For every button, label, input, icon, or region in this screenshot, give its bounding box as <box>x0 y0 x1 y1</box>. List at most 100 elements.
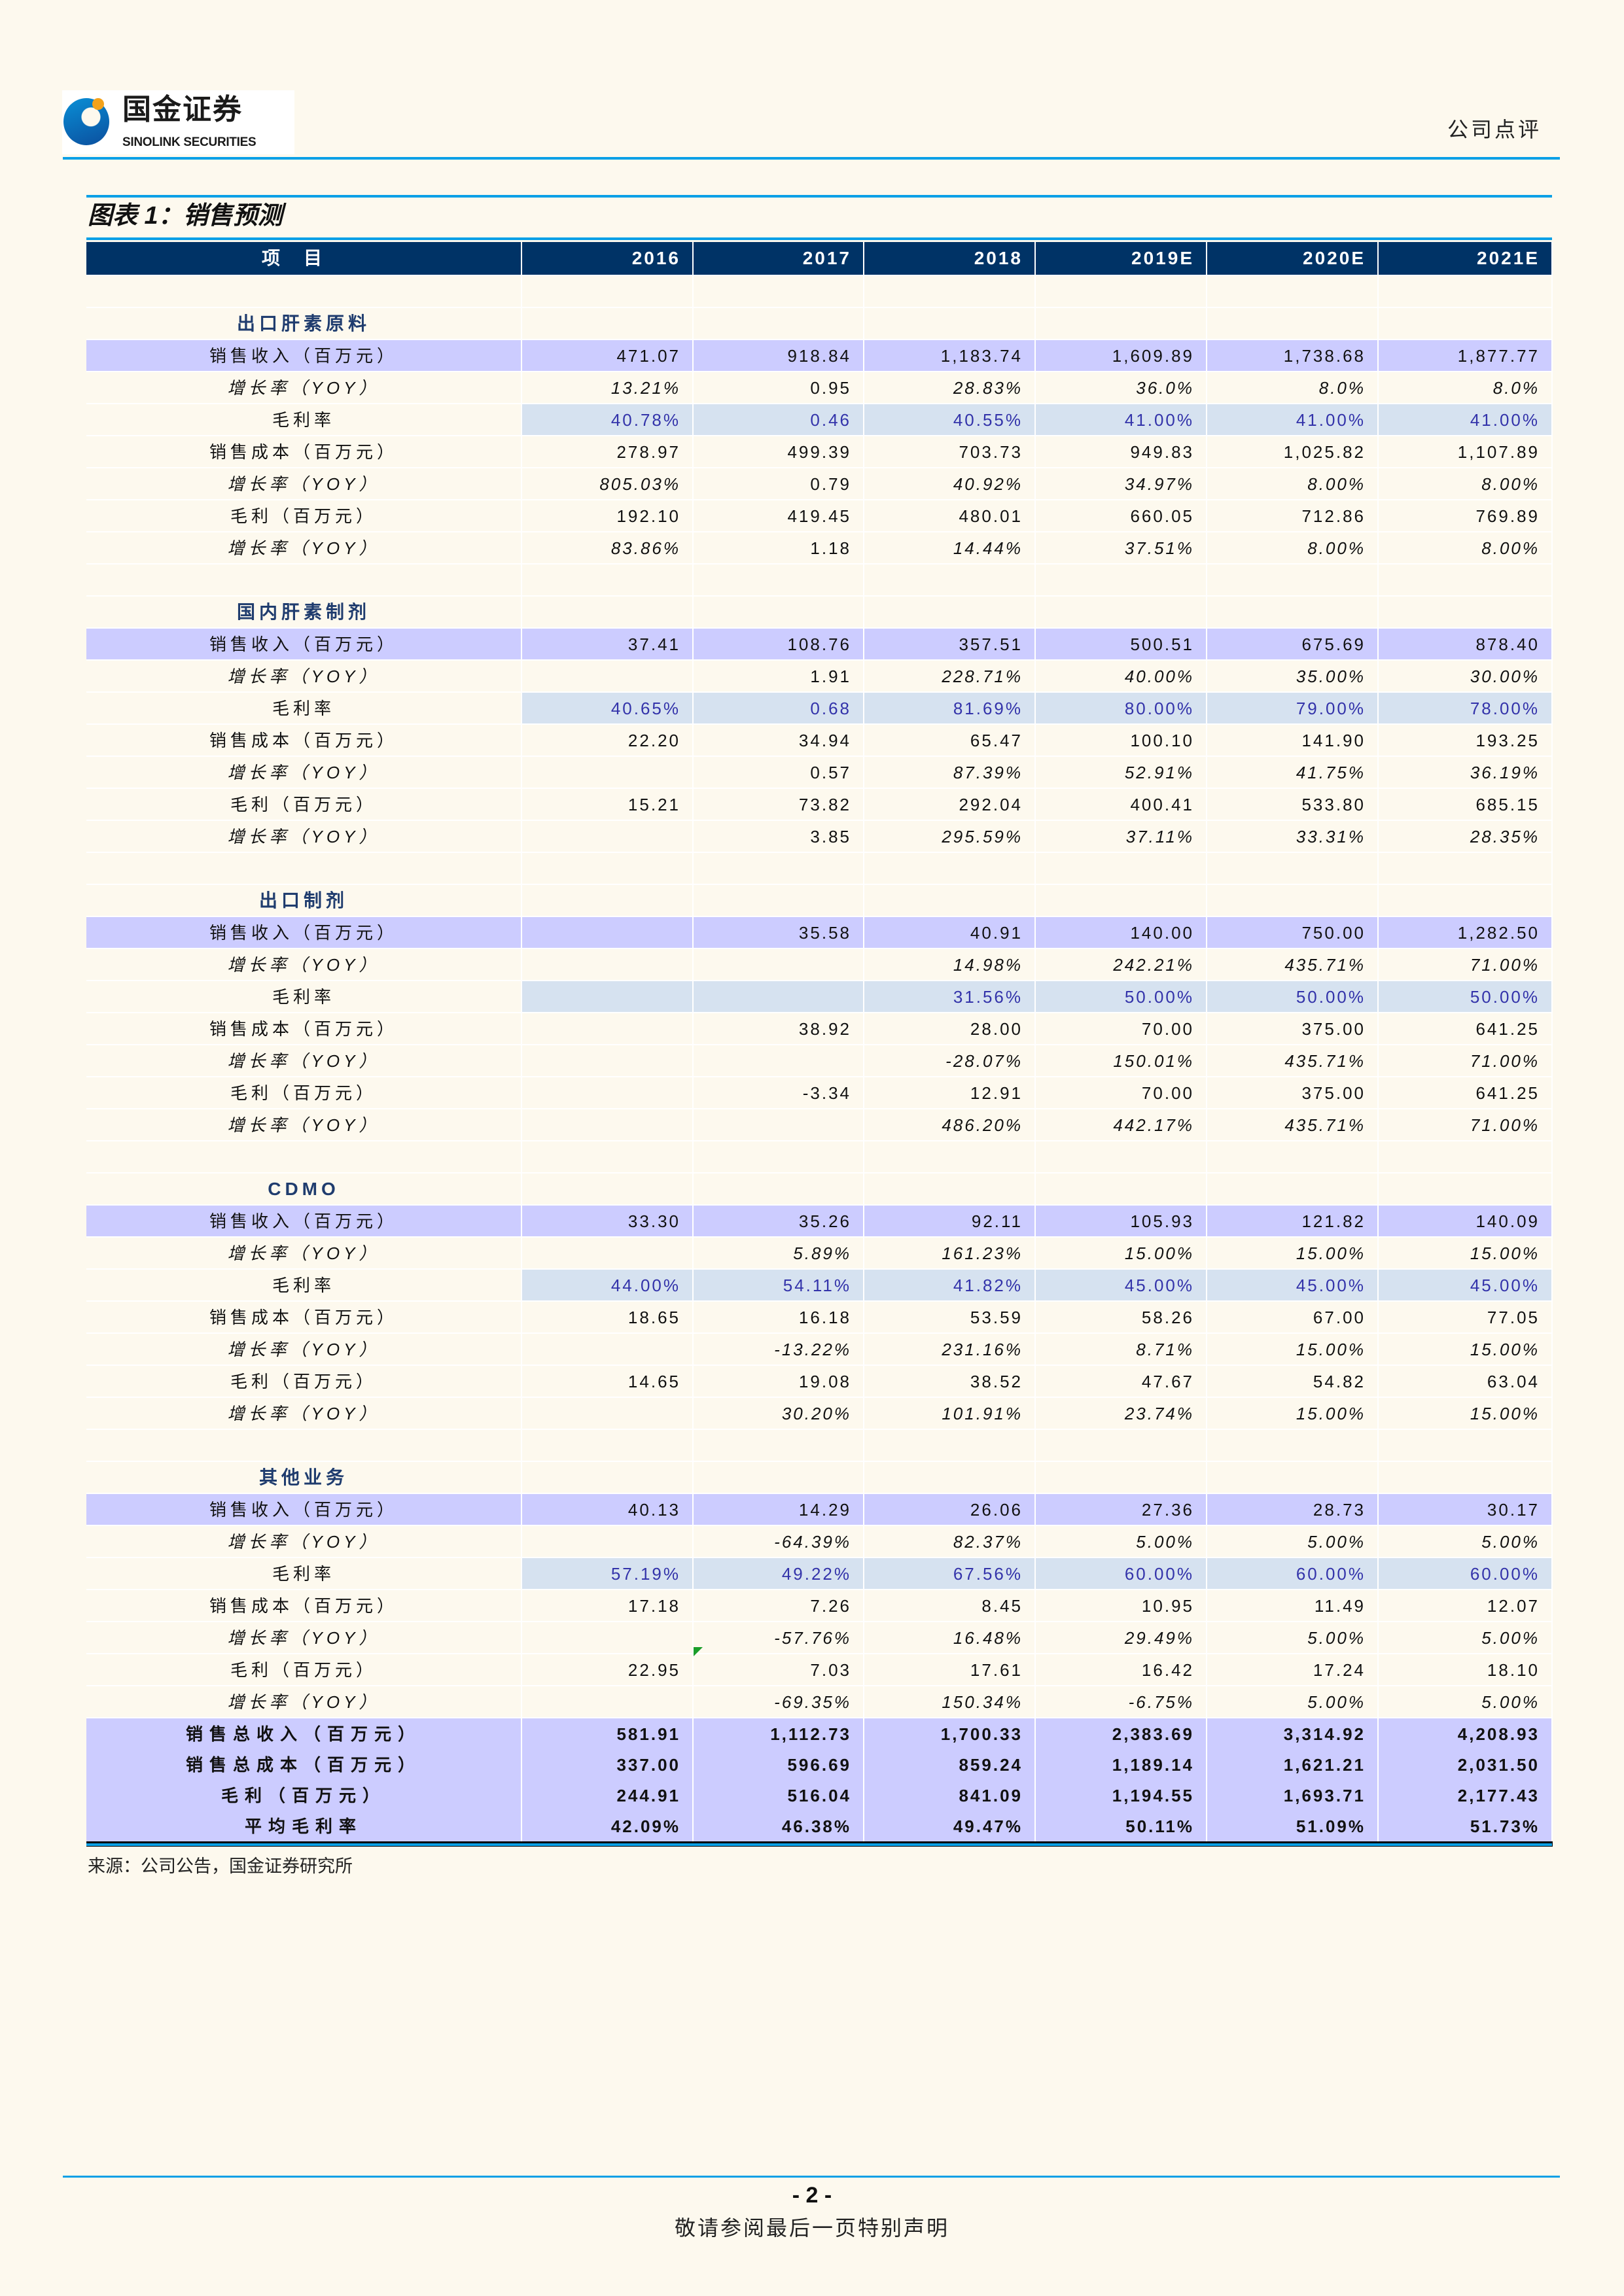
empty-cell <box>1378 1141 1553 1174</box>
empty-cell <box>86 564 522 597</box>
value-cell <box>1035 1461 1207 1494</box>
value-cell: 121.82 <box>1207 1205 1379 1238</box>
value-cell: 5.00% <box>1378 1686 1553 1718</box>
value-cell: 660.05 <box>1035 500 1207 532</box>
value-cell: 8.45 <box>864 1590 1036 1622</box>
value-cell: 3,314.92 <box>1207 1718 1379 1749</box>
value-cell: 108.76 <box>693 628 864 661</box>
section-heading-row: 国内肝素制剂 <box>86 596 1553 629</box>
row-label: 销售收入（百万元） <box>86 1205 522 1238</box>
value-cell: 46.38% <box>693 1811 864 1847</box>
table-row: 销售收入（百万元） 40.13 14.29 26.06 27.36 28.73 30.17 <box>86 1493 1553 1526</box>
value-cell: 27.36 <box>1035 1493 1207 1526</box>
row-label: 出口制剂 <box>86 884 522 917</box>
empty-cell <box>1378 852 1553 885</box>
table-row: 毛利（百万元） 15.21 73.82 292.04 400.41 533.80 685.1… <box>86 788 1553 821</box>
value-cell: 22.95 <box>521 1654 694 1686</box>
value-cell: 1,877.77 <box>1378 339 1553 372</box>
value-cell: 375.00 <box>1207 1013 1379 1045</box>
total-row: 销售总成本（百万元） 337.00 596.69 859.24 1,189.14 1,62… <box>86 1749 1553 1780</box>
empty-cell <box>864 1141 1036 1174</box>
value-cell <box>693 948 864 981</box>
value-cell: 100.10 <box>1035 724 1207 757</box>
sales-forecast-table: 项目 2016 2017 2018 2019E 2020E 2021E 出口肝素原料 销售收入… <box>86 242 1553 1847</box>
value-cell: 278.97 <box>521 436 694 468</box>
value-cell: 67.00 <box>1207 1301 1379 1334</box>
row-label: 毛利率 <box>86 692 522 725</box>
value-cell: 1,194.55 <box>1035 1780 1207 1811</box>
value-cell: 50.11% <box>1035 1811 1207 1847</box>
value-cell: 596.69 <box>693 1749 864 1780</box>
value-cell: 859.24 <box>864 1749 1036 1780</box>
empty-cell <box>693 1429 864 1462</box>
value-cell: 0.46 <box>693 404 864 436</box>
value-cell <box>864 884 1036 917</box>
value-cell: 5.89% <box>693 1237 864 1270</box>
row-label: 增长率（YOY） <box>86 756 522 789</box>
empty-cell <box>1035 564 1207 597</box>
empty-cell <box>1207 275 1379 308</box>
table-row: 增长率（YOY） 0.57 87.39% 52.91% 41.75% 36.19% <box>86 756 1553 789</box>
value-cell <box>864 596 1036 629</box>
row-label: 销售成本（百万元） <box>86 1301 522 1334</box>
row-label: 销售成本（百万元） <box>86 1013 522 1045</box>
value-cell: 35.00% <box>1207 660 1379 693</box>
table-row: 销售成本（百万元） 22.20 34.94 65.47 100.10 141.90 193.… <box>86 724 1553 757</box>
value-cell <box>1035 307 1207 340</box>
table-row: 增长率（YOY） 5.89% 161.23% 15.00% 15.00% 15.00% <box>86 1237 1553 1270</box>
value-cell: 7.03 <box>693 1654 864 1686</box>
value-cell <box>521 1333 694 1366</box>
comment-marker-icon <box>694 1647 703 1656</box>
value-cell: 16.18 <box>693 1301 864 1334</box>
table-row: 销售收入（百万元） 37.41 108.76 357.51 500.51 675.69 87… <box>86 628 1553 661</box>
empty-cell <box>1035 852 1207 885</box>
value-cell: 878.40 <box>1378 628 1553 661</box>
value-cell: 5.00% <box>1207 1622 1379 1654</box>
value-cell: 1,282.50 <box>1378 916 1553 949</box>
value-cell: 11.49 <box>1207 1590 1379 1622</box>
column-header-year: 2021E <box>1378 242 1553 276</box>
figure-title: 图表 1：销售预测 <box>88 202 283 230</box>
value-cell: -28.07% <box>864 1045 1036 1077</box>
value-cell: 400.41 <box>1035 788 1207 821</box>
value-cell: 8.00% <box>1378 532 1553 565</box>
value-cell: 34.97% <box>1035 468 1207 500</box>
value-cell: 17.18 <box>521 1590 694 1622</box>
value-cell: 37.51% <box>1035 532 1207 565</box>
value-cell: 1,738.68 <box>1207 339 1379 372</box>
row-label: 增长率（YOY） <box>86 1237 522 1270</box>
value-cell: 150.01% <box>1035 1045 1207 1077</box>
value-cell: 12.91 <box>864 1077 1036 1109</box>
value-cell: 228.71% <box>864 660 1036 693</box>
table-row: 增长率（YOY） 805.03% 0.79 40.92% 34.97% 8.00% 8.00… <box>86 468 1553 500</box>
value-cell: 0.95 <box>693 372 864 404</box>
value-cell: 17.61 <box>864 1654 1036 1686</box>
value-cell: 712.86 <box>1207 500 1379 532</box>
value-cell: 0.68 <box>693 692 864 725</box>
table-row: 增长率（YOY） 13.21% 0.95 28.83% 36.0% 8.0% 8.0% <box>86 372 1553 404</box>
row-label: 增长率（YOY） <box>86 1109 522 1141</box>
value-cell <box>521 1173 694 1206</box>
table-row: 增长率（YOY） -57.76% 16.48% 29.49% 5.00% 5.00% <box>86 1622 1553 1654</box>
column-header-year: 2019E <box>1035 242 1207 276</box>
empty-cell <box>86 1429 522 1462</box>
table-row: 销售成本（百万元） 38.92 28.00 70.00 375.00 641.25 <box>86 1013 1553 1045</box>
table-header-row: 项目 2016 2017 2018 2019E 2020E 2021E <box>86 242 1553 276</box>
value-cell: 71.00% <box>1378 1045 1553 1077</box>
value-cell: 15.21 <box>521 788 694 821</box>
value-cell: 79.00% <box>1207 692 1379 725</box>
empty-cell <box>1035 275 1207 308</box>
value-cell: 40.00% <box>1035 660 1207 693</box>
value-cell: 471.07 <box>521 339 694 372</box>
value-cell: 31.56% <box>864 981 1036 1013</box>
value-cell: 45.00% <box>1207 1269 1379 1302</box>
value-cell: 192.10 <box>521 500 694 532</box>
value-cell: 105.93 <box>1035 1205 1207 1238</box>
value-cell: 87.39% <box>864 756 1036 789</box>
value-cell: 40.92% <box>864 468 1036 500</box>
empty-cell <box>1378 275 1553 308</box>
value-cell: 1,609.89 <box>1035 339 1207 372</box>
value-cell: 5.00% <box>1207 1525 1379 1558</box>
value-cell: 685.15 <box>1378 788 1553 821</box>
value-cell <box>693 1045 864 1077</box>
